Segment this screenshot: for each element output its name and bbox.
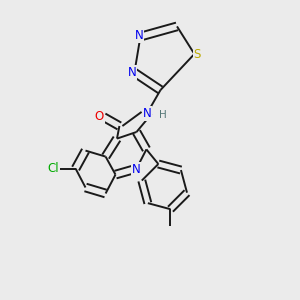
Text: N: N (134, 28, 143, 42)
Text: Cl: Cl (48, 162, 59, 175)
Text: N: N (128, 66, 136, 79)
Text: S: S (194, 47, 201, 61)
Text: O: O (94, 110, 103, 123)
Text: H: H (159, 110, 167, 120)
Text: N: N (142, 107, 152, 120)
Text: N: N (132, 163, 141, 176)
